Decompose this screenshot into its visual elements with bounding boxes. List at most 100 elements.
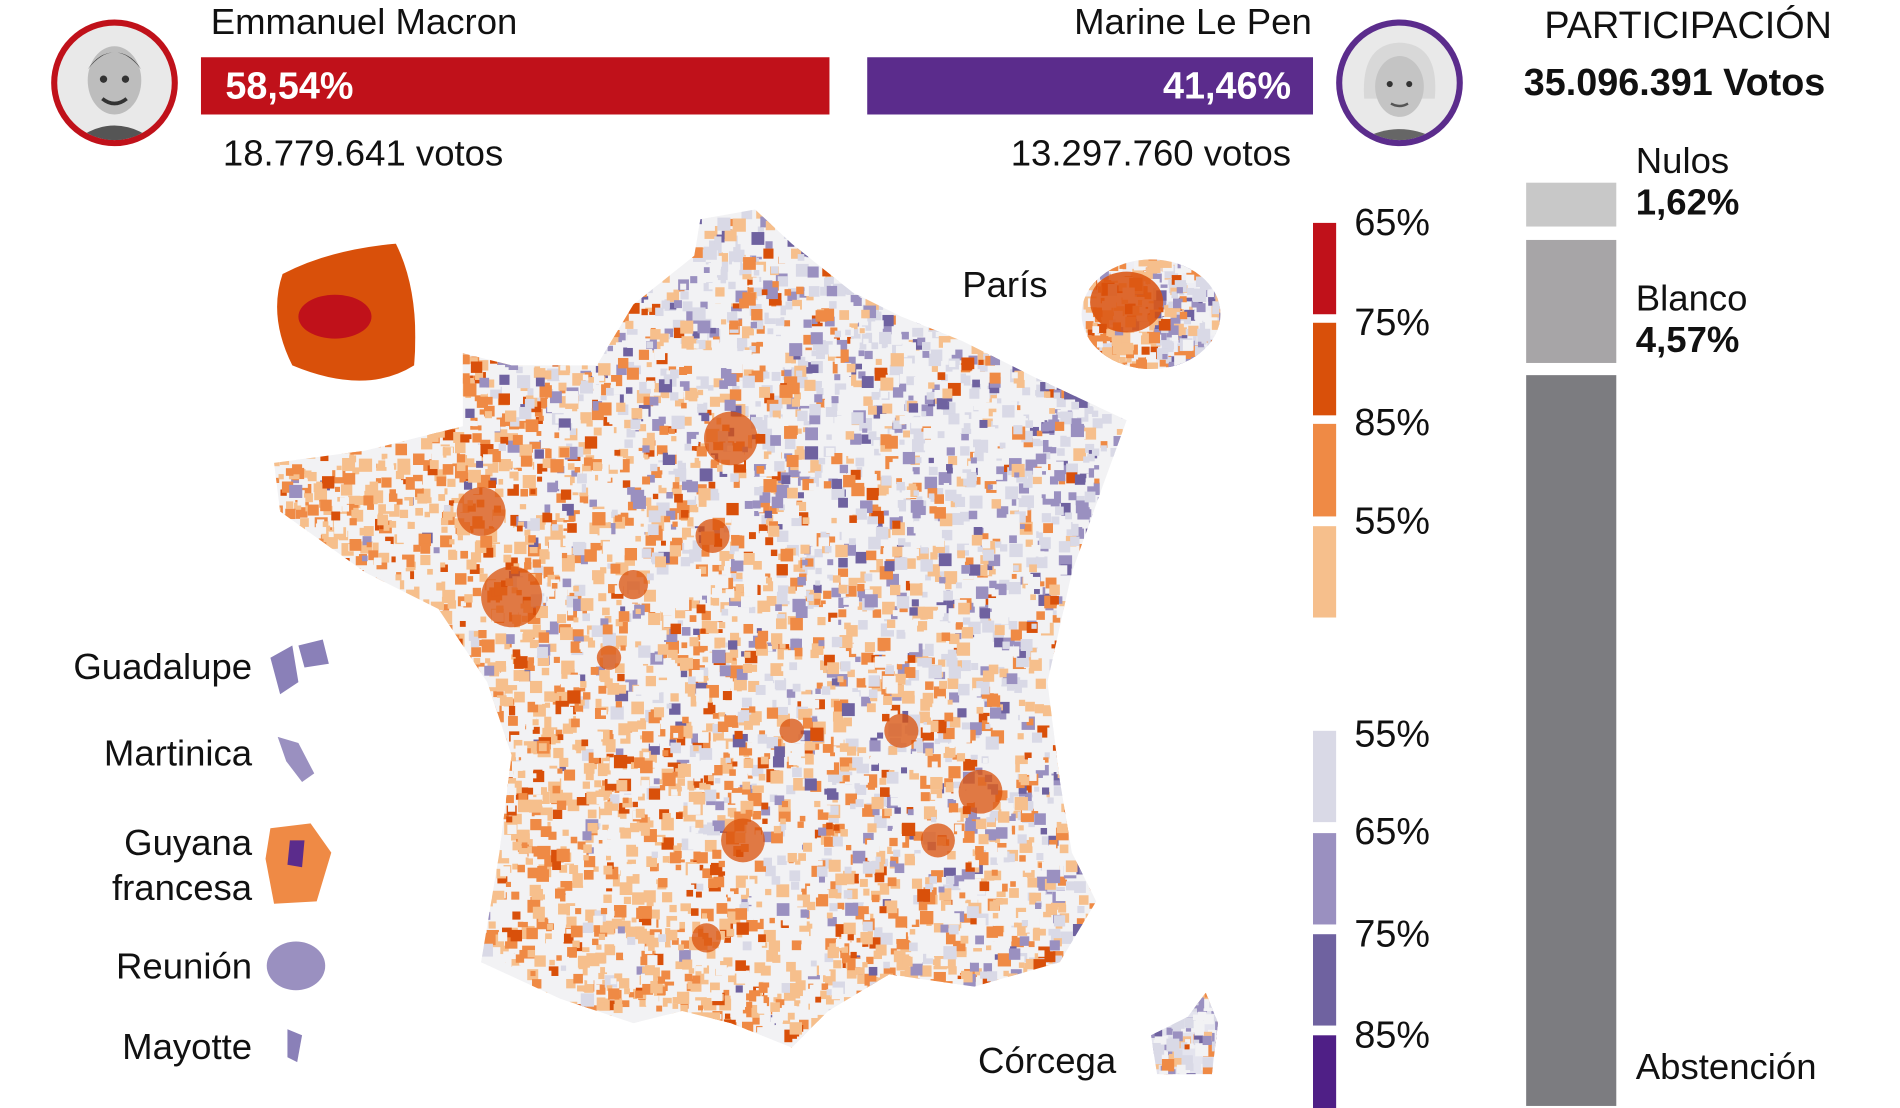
commune-cell bbox=[847, 212, 858, 223]
commune-cell bbox=[444, 236, 458, 251]
commune-cell bbox=[1093, 241, 1106, 255]
commune-cell bbox=[917, 382, 928, 393]
commune-cell bbox=[1070, 216, 1083, 229]
commune-cell bbox=[381, 1050, 391, 1060]
commune-cell bbox=[311, 992, 318, 999]
commune-cell bbox=[642, 497, 652, 506]
commune-cell bbox=[461, 731, 472, 742]
commune-cell bbox=[627, 361, 635, 369]
commune-cell bbox=[442, 942, 454, 954]
commune-cell bbox=[926, 250, 935, 259]
commune-cell bbox=[465, 266, 475, 276]
commune-cell bbox=[448, 209, 459, 219]
commune-cell bbox=[787, 239, 795, 247]
commune-cell bbox=[1091, 995, 1100, 1004]
commune-cell bbox=[870, 264, 882, 277]
commune-cell bbox=[542, 370, 552, 380]
commune-cell bbox=[435, 289, 449, 302]
commune-cell bbox=[1092, 363, 1101, 372]
commune-cell bbox=[1107, 904, 1113, 910]
commune-cell bbox=[1117, 872, 1127, 882]
commune-cell bbox=[720, 885, 731, 895]
commune-cell bbox=[460, 1021, 474, 1035]
commune-cell bbox=[436, 687, 445, 695]
commune-cell bbox=[1129, 498, 1139, 508]
commune-cell bbox=[529, 665, 535, 671]
commune-cell bbox=[808, 460, 821, 473]
commune-cell bbox=[532, 786, 542, 795]
commune-cell bbox=[579, 380, 594, 394]
commune-cell bbox=[379, 598, 391, 610]
commune-cell bbox=[559, 372, 568, 381]
commune-cell bbox=[994, 637, 1004, 648]
commune-cell bbox=[501, 331, 513, 343]
commune-cell bbox=[356, 951, 365, 960]
commune-cell bbox=[1000, 544, 1008, 552]
commune-cell bbox=[1114, 750, 1127, 763]
commune-cell bbox=[825, 996, 834, 1005]
commune-cell bbox=[1080, 799, 1090, 809]
commune-cell bbox=[899, 439, 905, 445]
commune-cell bbox=[537, 250, 548, 261]
commune-cell bbox=[485, 707, 497, 720]
commune-cell bbox=[449, 273, 461, 285]
commune-cell bbox=[477, 754, 484, 762]
commune-cell bbox=[378, 860, 390, 872]
commune-cell bbox=[298, 779, 311, 793]
commune-cell bbox=[447, 600, 457, 609]
commune-cell bbox=[1019, 855, 1026, 862]
commune-cell bbox=[536, 991, 548, 1003]
commune-cell bbox=[831, 517, 837, 524]
commune-cell bbox=[274, 394, 287, 408]
commune-cell bbox=[1053, 716, 1064, 728]
commune-cell bbox=[913, 978, 920, 986]
commune-cell bbox=[610, 706, 624, 720]
commune-cell bbox=[973, 594, 986, 607]
commune-cell bbox=[982, 533, 989, 540]
commune-cell bbox=[1059, 317, 1071, 330]
commune-cell bbox=[386, 832, 400, 845]
commune-cell bbox=[422, 669, 433, 680]
commune-cell bbox=[1113, 250, 1125, 262]
commune-cell bbox=[532, 464, 538, 470]
commune-cell bbox=[935, 521, 945, 531]
commune-cell bbox=[910, 748, 917, 754]
commune-cell bbox=[708, 878, 718, 888]
commune-cell bbox=[409, 926, 420, 937]
commune-cell bbox=[324, 525, 331, 532]
commune-cell bbox=[649, 909, 660, 920]
commune-cell bbox=[380, 1038, 391, 1048]
commune-cell bbox=[301, 415, 309, 422]
commune-cell bbox=[358, 872, 372, 886]
legend-lepen-85 bbox=[1313, 1035, 1337, 1108]
commune-cell bbox=[669, 248, 681, 260]
legend-lepen-75 bbox=[1313, 934, 1337, 1026]
commune-cell bbox=[443, 1037, 453, 1047]
commune-cell bbox=[384, 767, 393, 776]
commune-cell bbox=[1076, 338, 1089, 351]
commune-cell bbox=[1109, 601, 1122, 614]
commune-cell bbox=[655, 307, 664, 317]
commune-cell bbox=[450, 647, 456, 653]
commune-cell bbox=[724, 995, 731, 1002]
commune-cell bbox=[795, 485, 805, 495]
commune-cell bbox=[294, 602, 303, 611]
commune-cell bbox=[1093, 255, 1101, 263]
commune-cell bbox=[361, 438, 368, 444]
commune-cell bbox=[436, 581, 446, 591]
commune-cell bbox=[731, 788, 741, 797]
commune-cell bbox=[532, 227, 539, 234]
commune-cell bbox=[410, 879, 425, 894]
commune-cell bbox=[412, 402, 426, 416]
commune-cell bbox=[1094, 673, 1100, 679]
commune-cell bbox=[1066, 1003, 1078, 1015]
commune-cell bbox=[930, 988, 937, 995]
commune-cell bbox=[603, 1015, 612, 1023]
commune-cell bbox=[1013, 565, 1019, 571]
commune-cell bbox=[369, 1021, 376, 1029]
commune-cell bbox=[830, 327, 838, 335]
commune-cell bbox=[819, 964, 830, 976]
commune-cell bbox=[933, 488, 944, 498]
commune-cell bbox=[660, 368, 668, 376]
commune-cell bbox=[547, 924, 553, 930]
